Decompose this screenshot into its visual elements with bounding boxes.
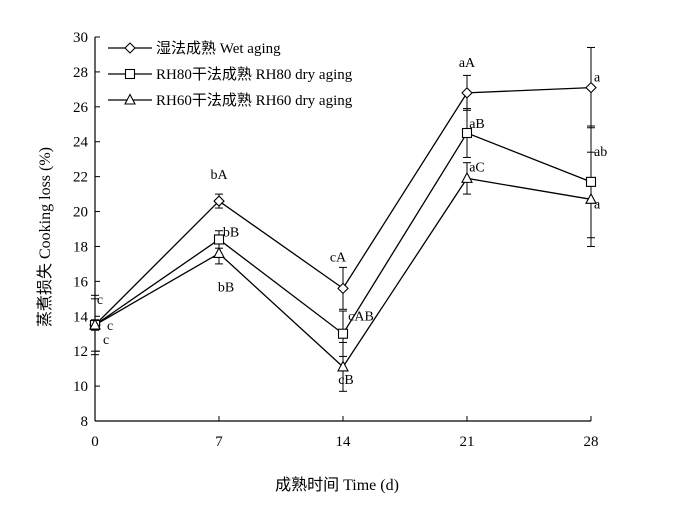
data-label-rh80: cAB	[348, 310, 374, 325]
legend-marker-rh60	[108, 93, 152, 105]
data-point-rh60	[461, 171, 473, 183]
y-tick-label: 24	[73, 135, 89, 151]
legend-symbol-rh60	[124, 93, 136, 105]
data-point-wet	[213, 195, 225, 207]
data-label-wet: cA	[330, 250, 347, 265]
legend-label-wet: 湿法成熟 Wet aging	[156, 40, 281, 57]
axes: 8 10 12 14 16 18 20 22 24 26 28 30 0 7 14 21 28 成熟时间 Ti…	[36, 30, 599, 494]
data-label-wet: c	[97, 293, 103, 308]
data-label-rh60: a	[594, 197, 601, 212]
data-label-rh60: cB	[338, 373, 354, 388]
y-tick-label: 28	[73, 65, 88, 81]
data-point-wet	[461, 87, 473, 99]
data-point-rh60	[585, 192, 597, 204]
y-tick-label: 16	[73, 274, 89, 290]
data-label-rh80: ab	[594, 145, 607, 160]
x-tick-label: 21	[460, 434, 475, 450]
y-tick-label: 22	[73, 170, 88, 186]
series	[89, 46, 597, 392]
legend-marker-wet	[108, 42, 152, 54]
legend-item-wet: 湿法成熟 Wet aging	[108, 40, 281, 57]
data-point-rh60	[89, 318, 101, 330]
y-tick-label: 8	[81, 414, 89, 430]
legend-marker-rh80	[108, 68, 152, 80]
data-label-rh60: c	[103, 333, 109, 348]
data-label-rh80: c	[107, 319, 113, 334]
data-point-rh80	[461, 127, 473, 139]
legend-item-rh60: RH60干法成熟 RH60 dry aging	[108, 92, 353, 109]
data-point-rh80	[337, 328, 349, 339]
legend-label-rh80: RH80干法成熟 RH80 dry aging	[156, 66, 353, 83]
data-label-wet: bA	[210, 168, 228, 183]
x-tick-label: 7	[215, 434, 223, 450]
data-label-rh60: bB	[218, 280, 234, 295]
x-tick-label: 28	[584, 434, 599, 450]
legend-item-rh80: RH80干法成熟 RH80 dry aging	[108, 66, 353, 83]
legend-symbol-rh80	[124, 68, 136, 80]
y-tick-label: 10	[73, 379, 88, 395]
x-ticks: 0 7 14 21 28	[91, 416, 599, 450]
x-tick-label: 14	[336, 434, 352, 450]
legend: 湿法成熟 Wet aging RH80干法成熟 RH80 dry aging R…	[108, 40, 353, 109]
data-point-wet	[585, 81, 597, 94]
data-label-rh60: aC	[469, 160, 485, 175]
y-tick-label: 30	[73, 30, 88, 46]
data-point-rh80	[585, 176, 597, 187]
legend-symbol-wet	[124, 42, 136, 54]
x-axis-title: 成熟时间 Time (d)	[275, 476, 399, 494]
data-label-rh80: aB	[469, 117, 485, 132]
y-tick-label: 18	[73, 239, 88, 255]
data-label-wet: aA	[459, 56, 476, 71]
y-tick-label: 26	[73, 100, 89, 116]
data-point-rh80	[213, 234, 225, 245]
data-label-wet: a	[594, 71, 601, 86]
data-labels: c bA cA aA a c bB cAB aB ab c bB cB aC a	[97, 56, 607, 388]
y-tick-label: 12	[73, 344, 88, 360]
data-point-rh60	[213, 246, 225, 258]
data-label-rh80: bB	[223, 225, 239, 240]
data-point-wet	[337, 282, 349, 295]
y-axis-title: 蒸煮损失 Cooking loss (%)	[36, 147, 54, 327]
x-tick-label: 0	[91, 434, 99, 450]
y-ticks: 8 10 12 14 16 18 20 22 24 26 28 30	[73, 30, 100, 430]
y-tick-label: 20	[73, 205, 88, 221]
y-tick-label: 14	[73, 309, 89, 325]
legend-label-rh60: RH60干法成熟 RH60 dry aging	[156, 92, 353, 109]
data-point-rh60	[337, 360, 349, 372]
